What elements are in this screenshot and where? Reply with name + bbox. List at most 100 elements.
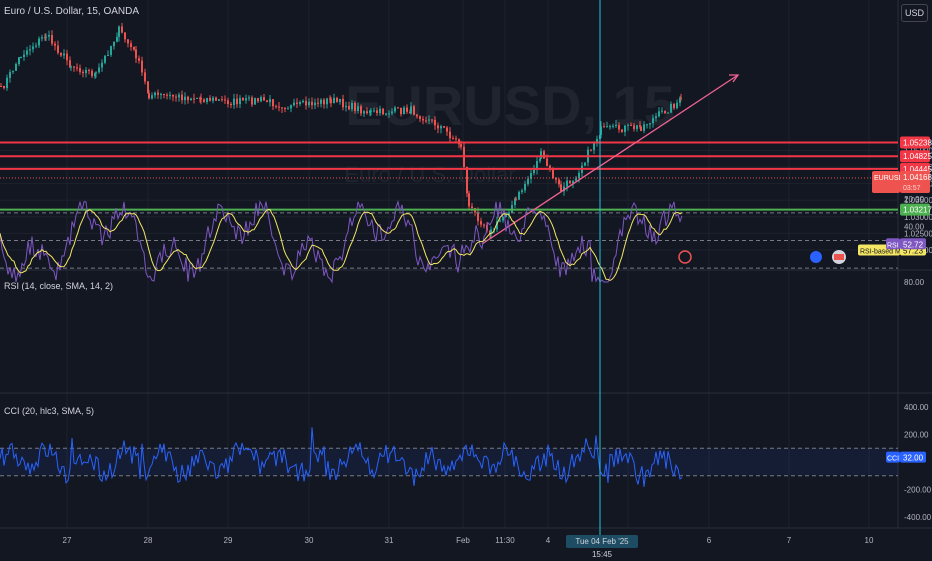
level-price-label: 1.05238 bbox=[903, 138, 932, 147]
candle-body bbox=[366, 111, 368, 114]
candle-body bbox=[272, 99, 274, 107]
candle-body bbox=[254, 98, 256, 105]
candle-body bbox=[673, 103, 675, 109]
candle-body bbox=[612, 125, 614, 127]
candle-body bbox=[376, 110, 378, 114]
cci-value-badge bbox=[900, 451, 926, 463]
candle-body bbox=[618, 124, 620, 130]
time-tick-label: 4 bbox=[546, 536, 551, 545]
candle-body bbox=[440, 126, 442, 129]
candle-body bbox=[652, 118, 654, 124]
candle-body bbox=[148, 93, 150, 99]
candle-body bbox=[621, 129, 623, 132]
cci-indicator-label[interactable]: CCI (20, hlc3, SMA, 5) bbox=[4, 406, 95, 416]
candle-body bbox=[609, 126, 611, 128]
candle-body bbox=[326, 98, 328, 105]
price-tick-label: 1.03000 bbox=[904, 213, 932, 222]
candle-body bbox=[88, 69, 90, 71]
candle-body bbox=[400, 107, 402, 115]
candle-body bbox=[518, 191, 520, 200]
candle-body bbox=[460, 144, 462, 147]
candle-body bbox=[236, 98, 238, 105]
candle-body bbox=[94, 73, 96, 77]
candle-body bbox=[3, 86, 5, 89]
candle-body bbox=[363, 111, 365, 114]
cci-line bbox=[0, 427, 683, 487]
candle-body bbox=[227, 100, 229, 104]
candle-body bbox=[661, 110, 663, 112]
candle-body bbox=[275, 106, 277, 108]
candle-body bbox=[35, 45, 37, 47]
candle-body bbox=[181, 94, 183, 101]
candle-body bbox=[373, 110, 375, 112]
candle-body bbox=[63, 53, 65, 56]
candle-body bbox=[633, 125, 635, 129]
candle-body bbox=[178, 94, 180, 98]
candle-body bbox=[54, 43, 56, 46]
watermark-name: Euro / U.S. Dollar bbox=[344, 162, 515, 187]
symbol-title[interactable]: Euro / U.S. Dollar, 15, OANDA bbox=[4, 6, 140, 17]
candle-body bbox=[172, 94, 174, 97]
candle-body bbox=[154, 92, 156, 96]
candle-body bbox=[552, 168, 554, 178]
candle-body bbox=[388, 113, 390, 115]
candle-body bbox=[203, 99, 205, 102]
candle-body bbox=[391, 111, 393, 114]
candle-body bbox=[266, 100, 268, 103]
candle-body bbox=[471, 206, 473, 208]
candle-body bbox=[540, 151, 542, 159]
candle-body bbox=[572, 180, 574, 184]
candle-body bbox=[70, 66, 72, 68]
candle-body bbox=[91, 70, 93, 77]
candle-body bbox=[539, 158, 541, 162]
candle-body bbox=[218, 99, 220, 101]
candle-body bbox=[239, 98, 241, 105]
rsi-indicator-label[interactable]: RSI (14, close, SMA, 14, 2) bbox=[4, 281, 114, 291]
candle-body bbox=[124, 32, 126, 40]
candle-body bbox=[242, 98, 244, 101]
candle-body bbox=[397, 107, 399, 109]
time-tick-label: 30 bbox=[305, 536, 314, 545]
candle-body bbox=[160, 93, 162, 95]
candle-body bbox=[57, 45, 59, 53]
candle-body bbox=[563, 186, 565, 192]
candle-body bbox=[646, 124, 648, 126]
event-icon bbox=[810, 251, 822, 263]
candle-body bbox=[215, 97, 217, 101]
candle-body bbox=[533, 169, 535, 174]
rsi-ma-badge-label: RSI-based MA bbox=[860, 249, 906, 256]
rsi-tick-label: 20.00 bbox=[904, 195, 925, 204]
countdown-label: 03:57 bbox=[903, 185, 921, 192]
time-tick-label: 11:30 bbox=[495, 536, 515, 545]
event-icon bbox=[678, 250, 692, 264]
currency-button[interactable]: USD bbox=[901, 4, 928, 22]
candle-body bbox=[514, 198, 516, 205]
candle-body bbox=[290, 105, 292, 109]
candle-body bbox=[560, 184, 562, 192]
candle-body bbox=[596, 138, 598, 144]
candle-body bbox=[224, 99, 226, 101]
candle-body bbox=[26, 50, 28, 55]
candle-body bbox=[640, 126, 642, 131]
candle-body bbox=[133, 47, 135, 50]
candle-body bbox=[351, 102, 353, 110]
level-price-label: 1.04445 bbox=[903, 165, 932, 174]
candle-body bbox=[66, 53, 68, 61]
candle-body bbox=[413, 106, 415, 115]
candle-body bbox=[630, 125, 632, 127]
candle-body bbox=[163, 93, 165, 95]
candle-body bbox=[23, 54, 25, 58]
candle-body bbox=[434, 119, 436, 126]
candle-body bbox=[508, 212, 510, 215]
candle-body bbox=[278, 106, 280, 108]
candle-body bbox=[82, 71, 84, 74]
candle-body bbox=[116, 36, 118, 42]
candle-body bbox=[98, 67, 100, 73]
candle-body bbox=[345, 105, 347, 108]
candle-body bbox=[370, 110, 372, 112]
candle-body bbox=[549, 165, 551, 169]
candle-body bbox=[496, 221, 498, 230]
candle-body bbox=[101, 62, 103, 68]
